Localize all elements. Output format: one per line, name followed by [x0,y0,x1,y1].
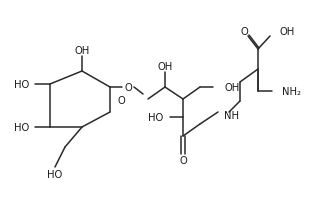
Text: HO: HO [14,80,29,90]
Text: OH: OH [157,62,173,72]
Text: O: O [240,27,248,37]
Text: HO: HO [14,122,29,132]
Text: OH: OH [225,83,240,93]
Text: HO: HO [148,112,163,122]
Text: OH: OH [280,27,295,37]
Text: HO: HO [47,169,63,179]
Text: O: O [117,95,125,105]
Text: NH: NH [224,110,239,120]
Text: NH₂: NH₂ [282,86,301,96]
Text: OH: OH [74,46,90,56]
Text: O: O [124,83,132,93]
Text: O: O [179,155,187,165]
